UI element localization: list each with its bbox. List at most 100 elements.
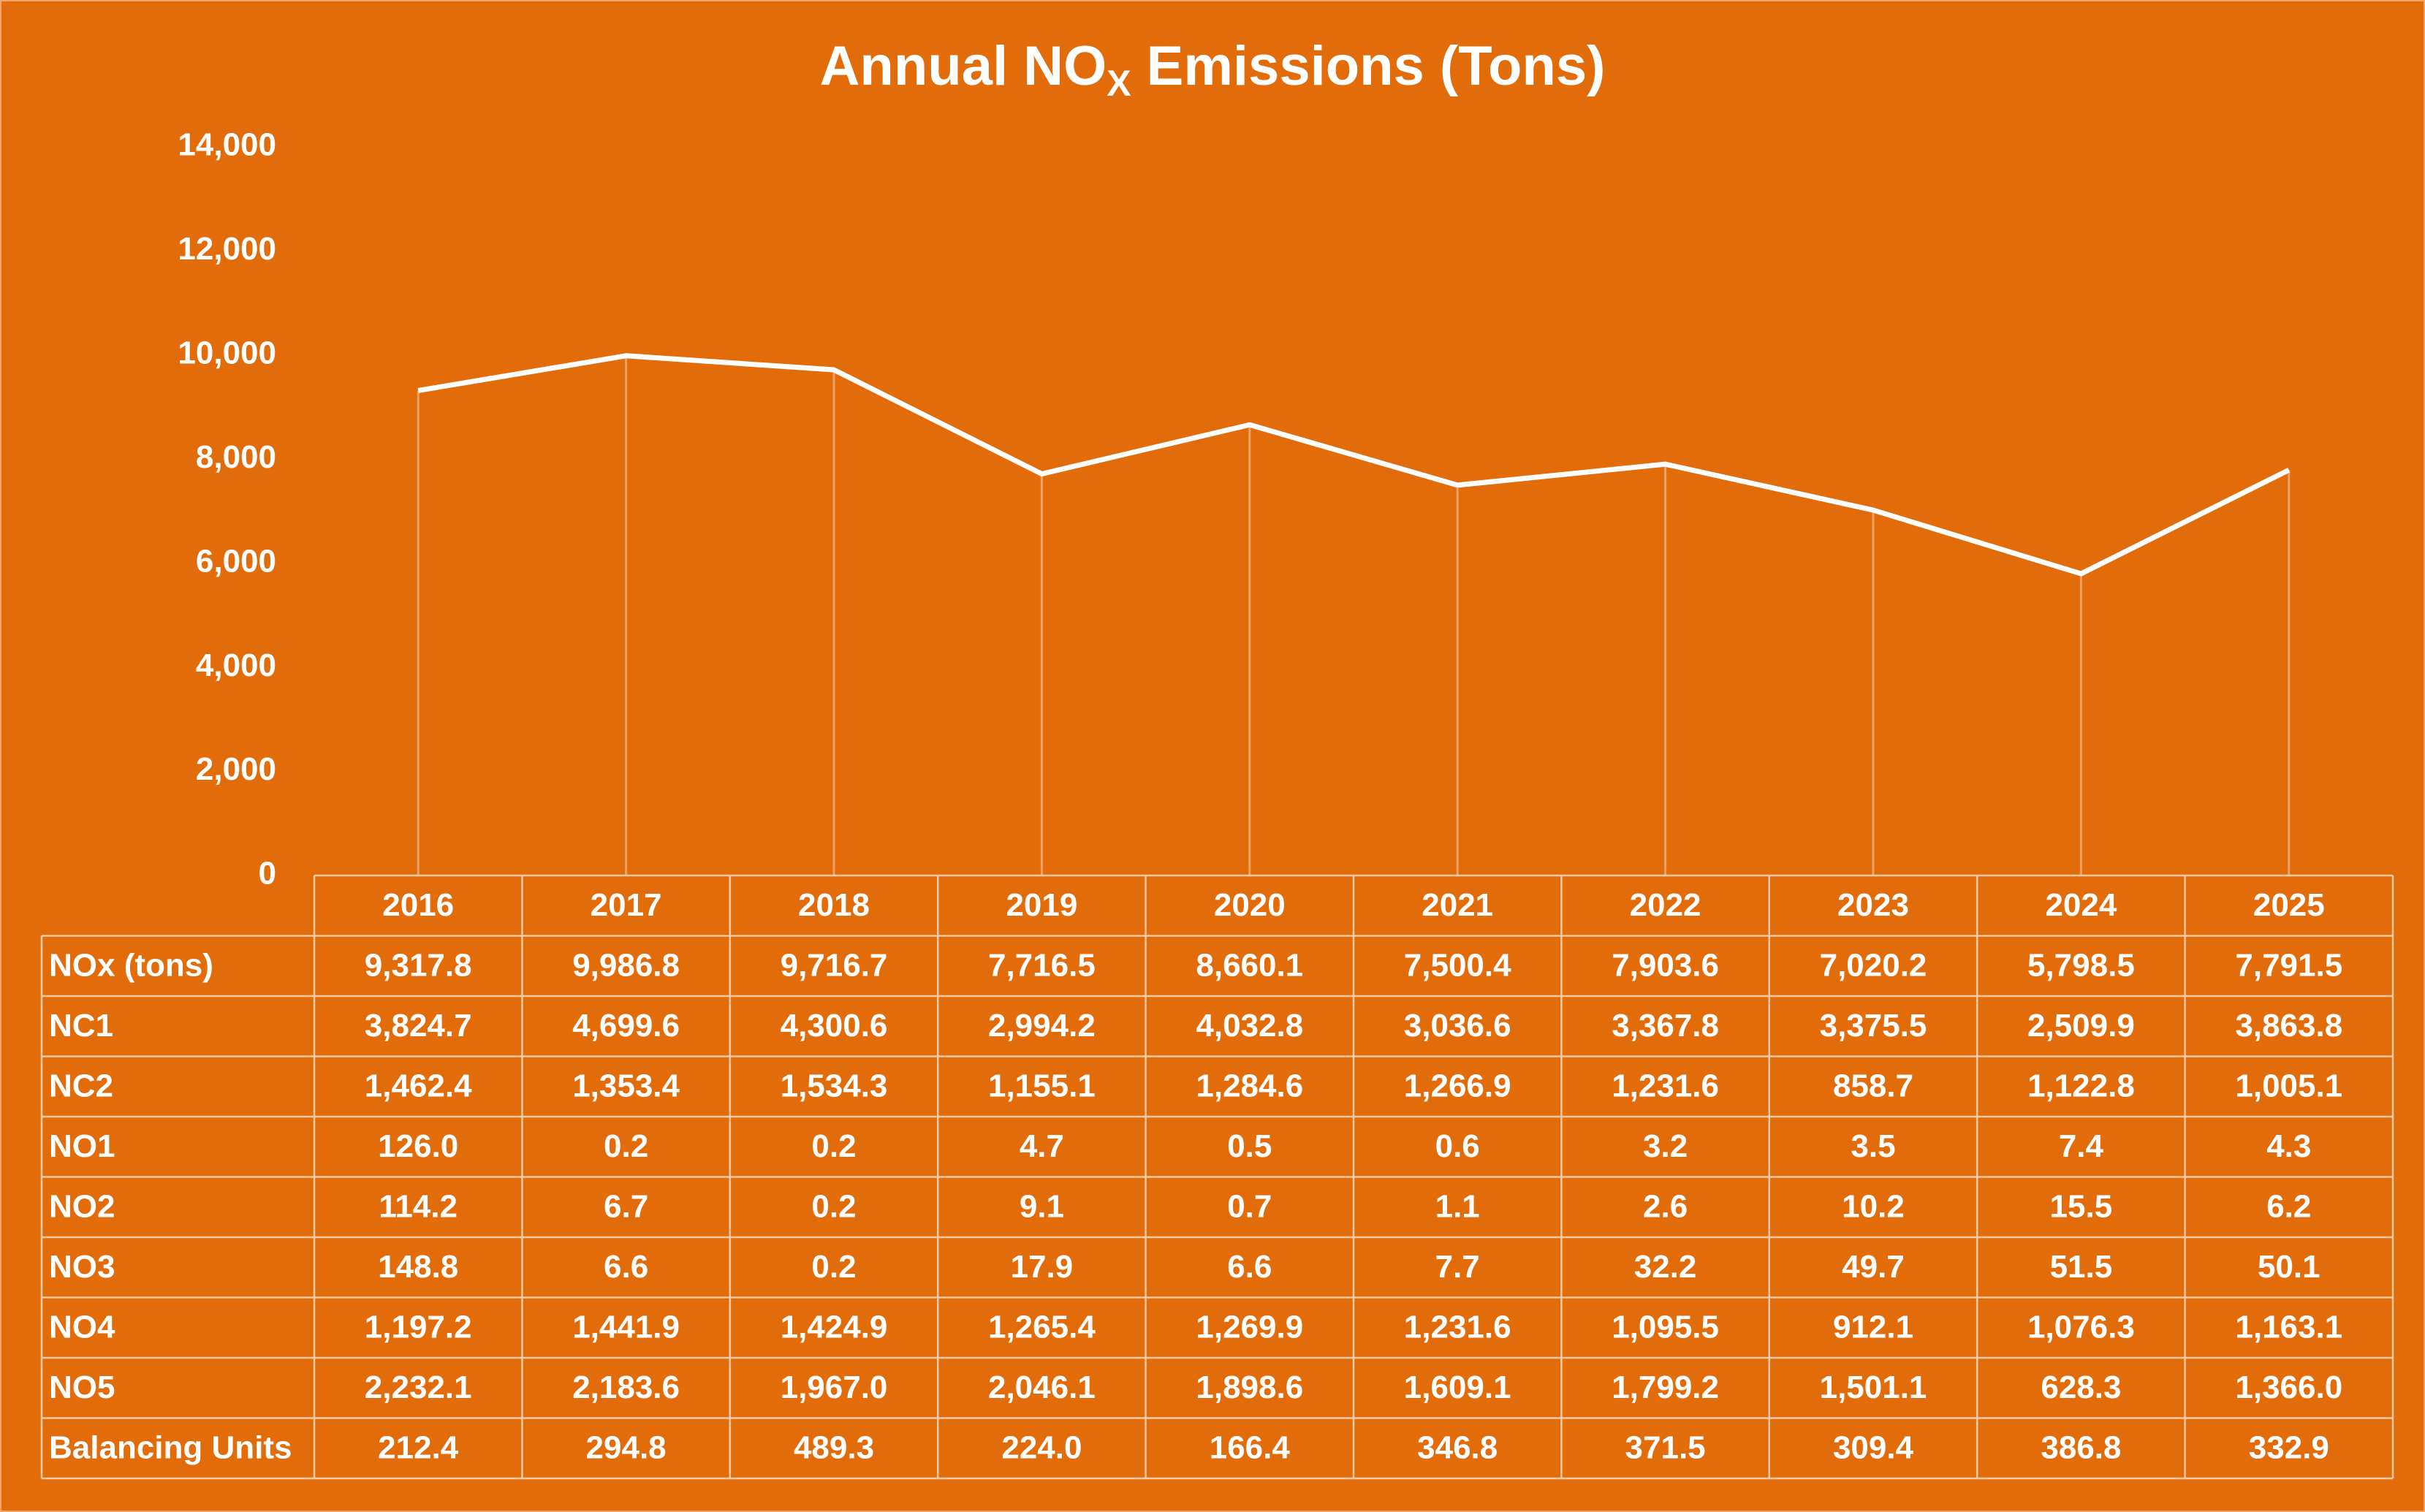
- table-cell: 1,095.5: [1612, 1309, 1719, 1345]
- table-cell: 489.3: [794, 1429, 874, 1465]
- row-label: Balancing Units: [49, 1429, 292, 1465]
- table-cell: 4,300.6: [781, 1008, 888, 1044]
- table-cell: 1,163.1: [2235, 1309, 2342, 1345]
- table-header: 2024: [2045, 887, 2117, 923]
- table-cell: 212.4: [378, 1429, 459, 1465]
- table-cell: 9,986.8: [572, 947, 680, 983]
- table-cell: 1,609.1: [1404, 1369, 1511, 1405]
- y-tick-label: 0: [259, 856, 276, 892]
- table-cell: 1,284.6: [1196, 1068, 1303, 1103]
- row-label: NO1: [49, 1128, 115, 1164]
- table-cell: 1.1: [1435, 1188, 1480, 1224]
- table-cell: 0.2: [604, 1128, 648, 1164]
- table-cell: 3,367.8: [1612, 1008, 1719, 1044]
- table-cell: 17.9: [1011, 1249, 1074, 1285]
- table-cell: 0.5: [1227, 1128, 1272, 1164]
- table-header: 2018: [798, 887, 870, 923]
- table-cell: 3,036.6: [1404, 1008, 1511, 1044]
- table-cell: 49.7: [1842, 1249, 1905, 1285]
- table-cell: 2.6: [1643, 1188, 1688, 1224]
- table-cell: 1,005.1: [2235, 1068, 2342, 1103]
- table-cell: 346.8: [1417, 1429, 1498, 1465]
- y-tick-label: 4,000: [196, 647, 276, 683]
- table-header: 2021: [1422, 887, 1493, 923]
- table-header: 2020: [1214, 887, 1286, 923]
- table-cell: 7.7: [1435, 1249, 1480, 1285]
- table-cell: 912.1: [1833, 1309, 1913, 1345]
- table-cell: 1,441.9: [572, 1309, 680, 1345]
- table-cell: 1,155.1: [988, 1068, 1096, 1103]
- chart-title: Annual NOX Emissions (Tons): [820, 35, 1606, 104]
- table-cell: 6.7: [604, 1188, 648, 1224]
- table-cell: 1,266.9: [1404, 1068, 1511, 1103]
- table-cell: 0.7: [1227, 1188, 1272, 1224]
- table-cell: 1,501.1: [1820, 1369, 1927, 1405]
- table-cell: 7,020.2: [1820, 947, 1927, 983]
- title-part: Annual NO: [820, 35, 1107, 97]
- row-label: NC2: [49, 1068, 113, 1103]
- table-header: 2022: [1630, 887, 1701, 923]
- table-cell: 7.4: [2059, 1128, 2104, 1164]
- title-subscript: X: [1107, 63, 1131, 104]
- table-cell: 386.8: [2041, 1429, 2121, 1465]
- table-cell: 224.0: [1001, 1429, 1082, 1465]
- table-cell: 4.3: [2266, 1128, 2311, 1164]
- table-cell: 126.0: [378, 1128, 458, 1164]
- table-cell: 15.5: [2050, 1188, 2113, 1224]
- table-cell: 148.8: [378, 1249, 458, 1285]
- table-cell: 9,317.8: [365, 947, 472, 983]
- table-cell: 294.8: [586, 1429, 667, 1465]
- table-cell: 1,799.2: [1612, 1369, 1719, 1405]
- table-cell: 1,424.9: [781, 1309, 888, 1345]
- table-cell: 628.3: [2041, 1369, 2121, 1405]
- table-cell: 51.5: [2050, 1249, 2113, 1285]
- table-header: 2019: [1006, 887, 1077, 923]
- y-tick-label: 6,000: [196, 543, 276, 579]
- title-part: Emissions (Tons): [1131, 35, 1606, 97]
- table-cell: 9.1: [1020, 1188, 1064, 1224]
- table-cell: 1,122.8: [2027, 1068, 2135, 1103]
- table-header: 2025: [2253, 887, 2325, 923]
- table-cell: 2,183.6: [572, 1369, 680, 1405]
- table-cell: 2,509.9: [2027, 1008, 2135, 1044]
- table-cell: 1,197.2: [365, 1309, 472, 1345]
- y-tick-label: 14,000: [178, 127, 276, 163]
- table-cell: 7,903.6: [1612, 947, 1719, 983]
- table-cell: 9,716.7: [781, 947, 888, 983]
- row-label: NO4: [49, 1309, 115, 1345]
- table-cell: 0.2: [811, 1188, 856, 1224]
- table-cell: 5,798.5: [2027, 947, 2135, 983]
- table-cell: 8,660.1: [1196, 947, 1303, 983]
- table-cell: 4.7: [1020, 1128, 1064, 1164]
- table-cell: 3.2: [1643, 1128, 1688, 1164]
- y-tick-label: 8,000: [196, 439, 276, 475]
- table-cell: 0.2: [811, 1249, 856, 1285]
- table-cell: 4,032.8: [1196, 1008, 1303, 1044]
- table-cell: 1,231.6: [1404, 1309, 1511, 1345]
- row-label: NO3: [49, 1249, 115, 1285]
- series-line: [417, 353, 2291, 577]
- table-cell: 6.6: [604, 1249, 648, 1285]
- table-cell: 2,232.1: [365, 1369, 472, 1405]
- table-cell: 3,824.7: [365, 1008, 472, 1044]
- table-cell: 1,076.3: [2027, 1309, 2135, 1345]
- table-cell: 7,500.4: [1404, 947, 1511, 983]
- table-cell: 1,967.0: [781, 1369, 888, 1405]
- table-header: 2017: [591, 887, 662, 923]
- table-cell: 3,863.8: [2235, 1008, 2342, 1044]
- table-cell: 1,366.0: [2235, 1369, 2342, 1405]
- table-cell: 1,534.3: [781, 1068, 888, 1103]
- table-cell: 7,791.5: [2235, 947, 2342, 983]
- table-header: 2023: [1837, 887, 1909, 923]
- table-cell: 2,994.2: [988, 1008, 1096, 1044]
- table-cell: 4,699.6: [572, 1008, 680, 1044]
- table-cell: 6.6: [1227, 1249, 1272, 1285]
- table-cell: 32.2: [1634, 1249, 1697, 1285]
- table-cell: 309.4: [1833, 1429, 1914, 1465]
- table-cell: 1,462.4: [365, 1068, 472, 1103]
- table-cell: 0.6: [1435, 1128, 1480, 1164]
- table-cell: 3,375.5: [1820, 1008, 1927, 1044]
- row-label: NOx (tons): [49, 947, 213, 983]
